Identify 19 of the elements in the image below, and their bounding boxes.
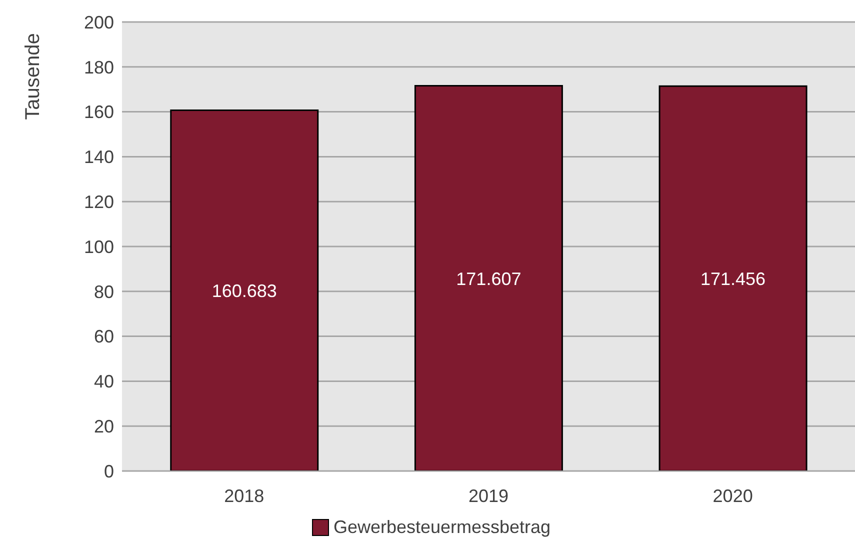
- y-tick-label: 0: [104, 461, 114, 482]
- legend-label: Gewerbesteuermessbetrag: [333, 517, 551, 538]
- data-label: 171.607: [456, 268, 522, 289]
- y-tick-label: 80: [94, 282, 114, 302]
- y-tick-label: 180: [84, 57, 114, 78]
- y-tick-label: 140: [84, 147, 114, 168]
- y-tick-label: 160: [84, 102, 114, 122]
- y-tick-label: 60: [94, 326, 114, 347]
- y-tick-label: 100: [84, 236, 114, 257]
- data-label: 171.456: [700, 268, 766, 289]
- y-axis-title: Tausende: [22, 33, 44, 120]
- y-tick-label: 200: [84, 12, 114, 32]
- data-label: 160.683: [212, 281, 277, 302]
- y-tick-label: 20: [94, 416, 114, 436]
- x-tick-label: 2020: [712, 486, 753, 506]
- x-tick-label: 2018: [224, 486, 264, 506]
- y-tick-label: 120: [84, 192, 114, 212]
- y-tick-label: 40: [94, 372, 114, 392]
- x-tick-label: 2019: [468, 486, 509, 506]
